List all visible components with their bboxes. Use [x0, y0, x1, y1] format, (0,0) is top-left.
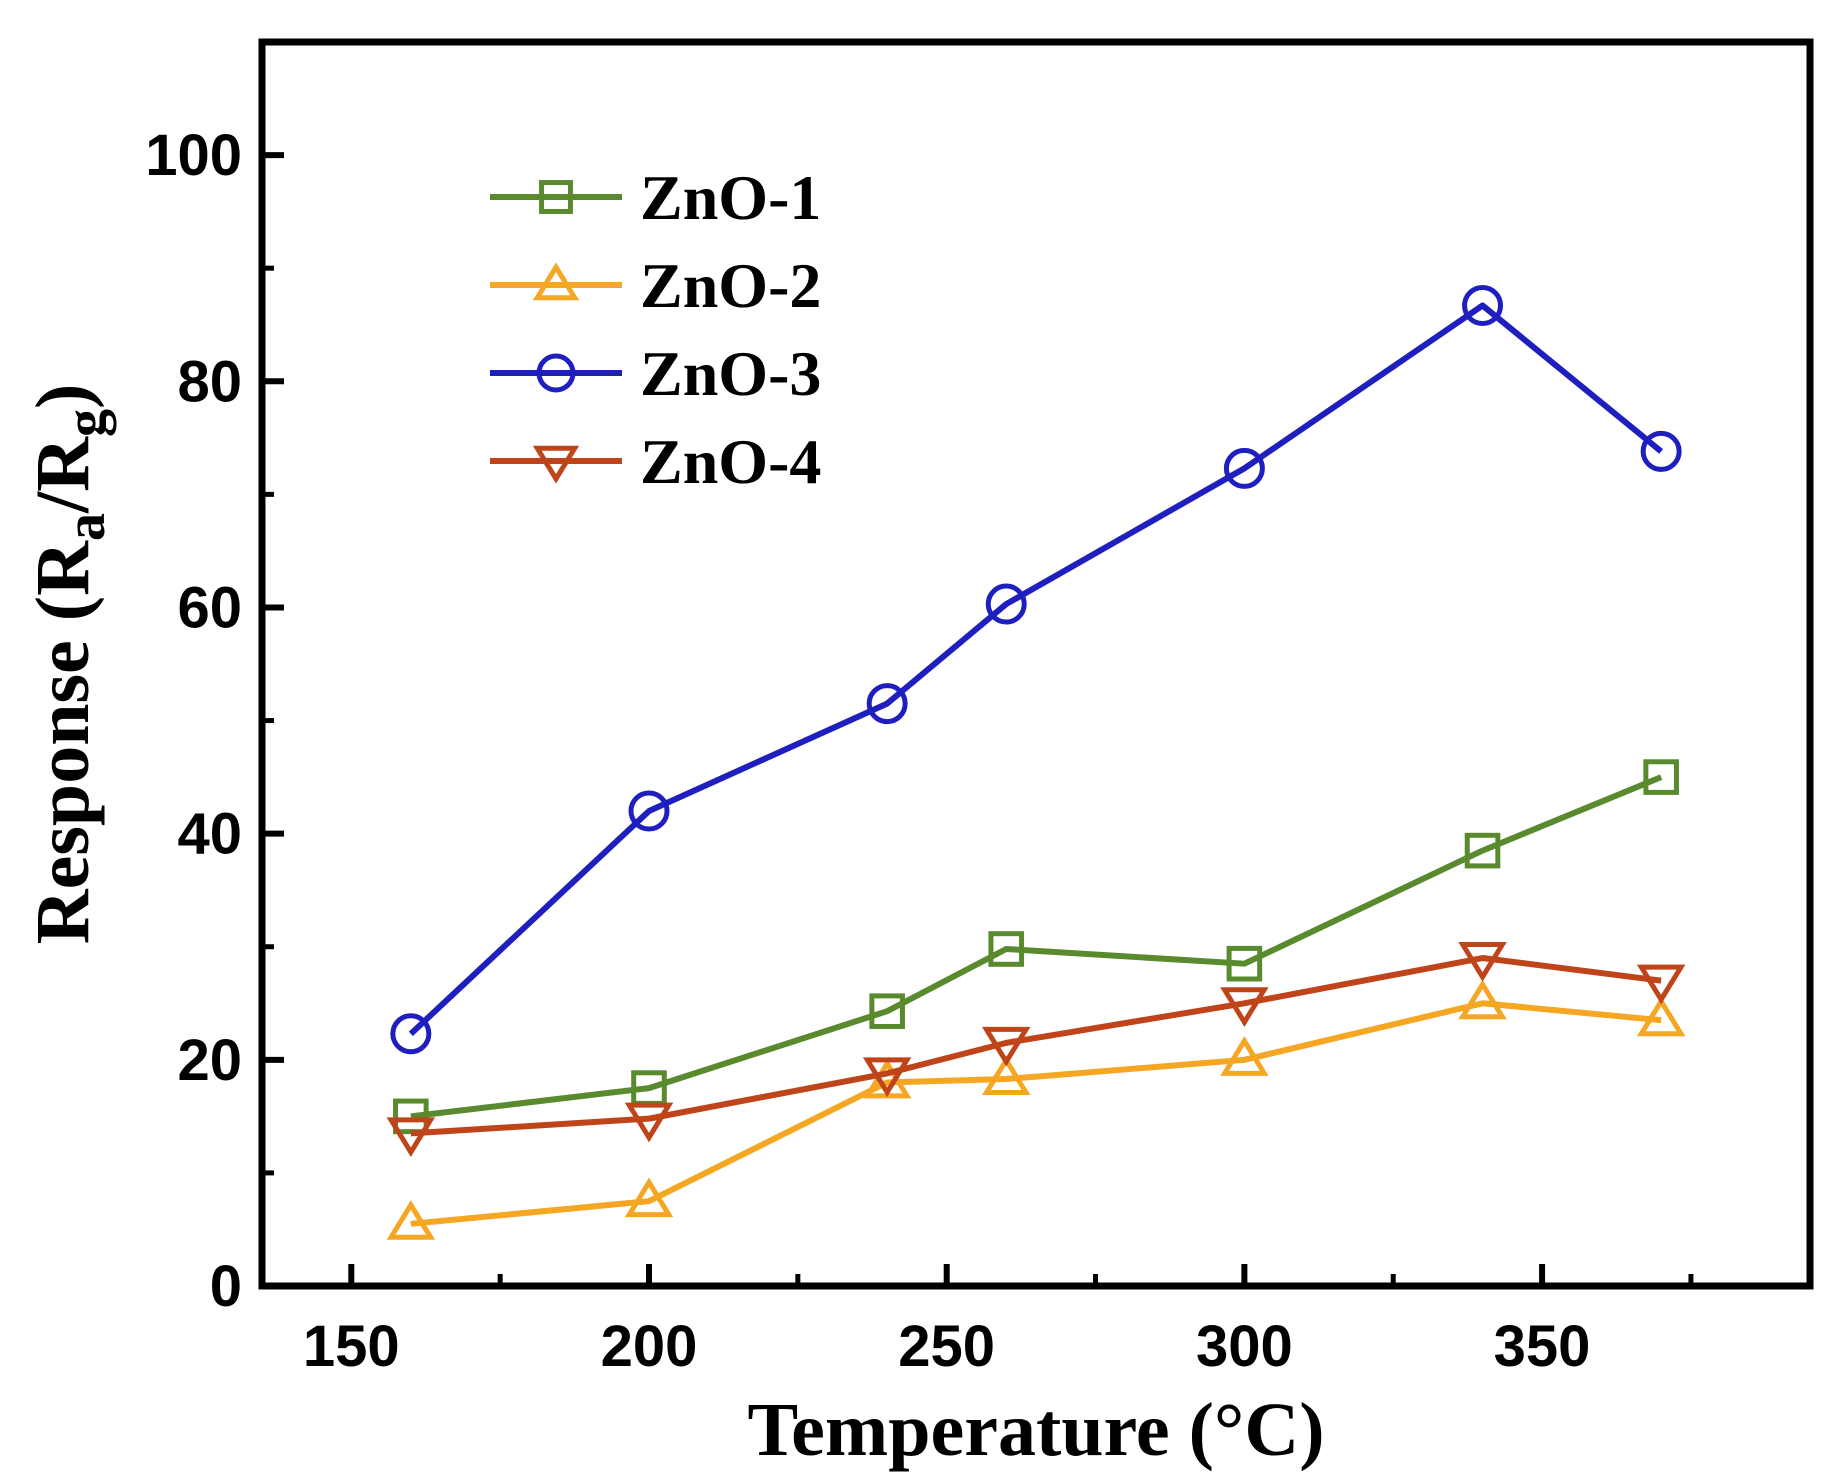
series-line	[410, 774, 1663, 1120]
legend-entry-zno-3: ZnO-3	[490, 338, 821, 409]
series-line	[410, 1000, 1662, 1227]
y-tick-label: 60	[177, 575, 242, 640]
data-point	[390, 1013, 432, 1055]
y-axis-title-sub-a: a	[55, 513, 117, 541]
data-point	[1458, 942, 1507, 982]
y-tick-label: 20	[177, 1028, 242, 1093]
legend-marker	[536, 353, 576, 393]
series-zno-4	[386, 942, 1686, 1158]
y-tick-label: 40	[177, 802, 242, 867]
y-axis-title: Response (Ra/Rg)	[21, 384, 117, 945]
y-axis-title-mid: /R	[21, 436, 105, 514]
data-point	[386, 1200, 436, 1240]
data-point	[1462, 285, 1504, 327]
series-zno-3	[390, 285, 1682, 1055]
data-point	[981, 1055, 1031, 1096]
legend: ZnO-1 ZnO-2 ZnO-3 ZnO-4	[490, 162, 821, 497]
series-zno-1	[393, 759, 1679, 1135]
data-point	[624, 1177, 674, 1218]
x-tick-label: 350	[1494, 1314, 1591, 1379]
legend-label: ZnO-3	[640, 338, 821, 409]
x-tick-label: 250	[898, 1314, 995, 1379]
y-axis-title-suffix: )	[21, 384, 105, 409]
data-point	[981, 1026, 1031, 1067]
data-point	[1643, 759, 1679, 795]
x-tick-label: 200	[601, 1314, 698, 1379]
data-point	[628, 790, 670, 832]
data-point	[869, 993, 905, 1029]
data-point	[1458, 979, 1507, 1020]
x-axis-title: Temperature (°C)	[747, 1388, 1324, 1472]
y-axis-title-sub-g: g	[55, 409, 117, 437]
y-tick-label: 100	[145, 123, 242, 188]
legend-marker	[532, 445, 580, 484]
data-point	[1223, 447, 1265, 489]
legend-entry-zno-2: ZnO-2	[490, 250, 821, 321]
series-line	[408, 302, 1664, 1036]
legend-label: ZnO-1	[640, 162, 821, 233]
y-axis-title-prefix: Response (R	[21, 540, 105, 944]
data-point	[1226, 945, 1263, 982]
series-zno-2	[386, 979, 1686, 1240]
x-tick-label: 150	[303, 1314, 400, 1379]
axis-ticks: 150 200 250 300 350 0 20 40 60 80 100	[145, 39, 1694, 1379]
legend-label: ZnO-4	[640, 426, 821, 497]
data-point	[1464, 832, 1501, 869]
data-point	[1636, 964, 1686, 1005]
plot-frame	[258, 38, 1814, 1290]
legend-label: ZnO-2	[640, 250, 821, 321]
legend-marker	[539, 180, 573, 214]
data-point	[624, 1102, 674, 1143]
data-point	[1220, 987, 1269, 1027]
y-tick-label: 0	[210, 1254, 242, 1319]
data-point	[866, 683, 908, 725]
data-point	[1636, 996, 1686, 1037]
y-tick-label: 80	[177, 349, 242, 414]
legend-entry-zno-1: ZnO-1	[490, 162, 821, 233]
legend-marker	[532, 262, 580, 301]
data-point	[1640, 430, 1682, 472]
data-point	[988, 931, 1025, 967]
x-tick-label: 300	[1196, 1314, 1293, 1379]
data-point	[985, 583, 1027, 625]
data-point	[1220, 1036, 1269, 1076]
series-layer	[386, 285, 1686, 1240]
legend-entry-zno-4: ZnO-4	[490, 426, 821, 497]
series-line	[410, 955, 1662, 1137]
data-point	[862, 1057, 912, 1098]
data-point	[386, 1117, 436, 1158]
